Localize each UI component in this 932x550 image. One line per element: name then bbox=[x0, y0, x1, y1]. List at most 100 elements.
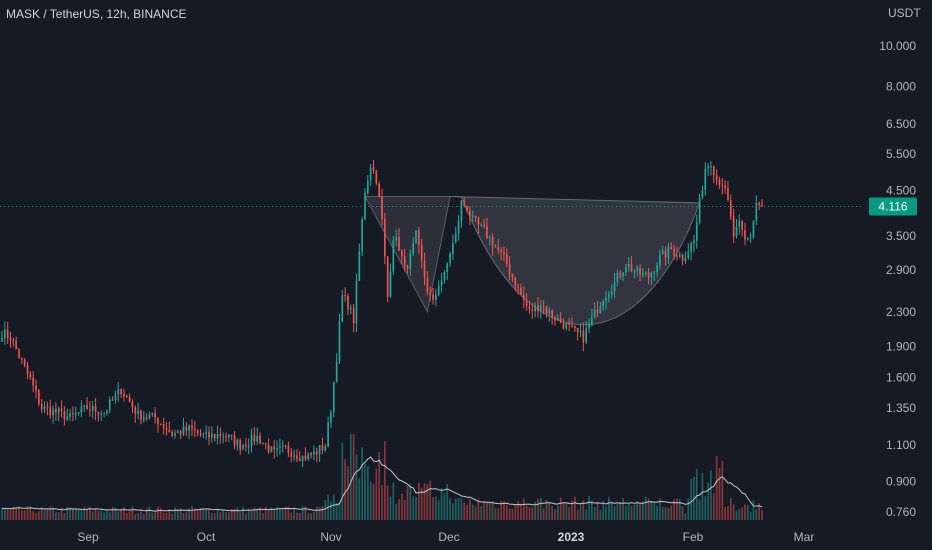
time-axis: Sep Oct Nov Dec 2023 Feb Mar bbox=[77, 530, 814, 544]
volume-bar bbox=[446, 484, 449, 520]
volume-bar bbox=[165, 513, 168, 520]
price-tick-label: 1.600 bbox=[886, 370, 916, 384]
candle-body bbox=[347, 295, 349, 310]
volume-bar bbox=[202, 508, 205, 520]
volume-bar bbox=[18, 506, 20, 520]
volume-bar bbox=[582, 500, 585, 520]
volume-bar bbox=[154, 512, 156, 520]
candle-body bbox=[3, 329, 6, 339]
candle-body bbox=[545, 306, 548, 314]
price-tick-label: 0.900 bbox=[886, 474, 916, 488]
time-tick-label: Dec bbox=[438, 530, 459, 544]
candle-body bbox=[616, 273, 619, 282]
volume-bar bbox=[420, 487, 423, 520]
candle-body bbox=[80, 406, 83, 413]
candle-body bbox=[452, 242, 454, 254]
volume-bar bbox=[460, 498, 463, 520]
volume-bar bbox=[32, 511, 35, 520]
volume-bar bbox=[287, 507, 290, 520]
volume-bar bbox=[403, 499, 406, 520]
candle-body bbox=[270, 446, 273, 453]
volume-bar bbox=[616, 503, 619, 520]
volume-bar bbox=[137, 512, 139, 520]
volume-bar bbox=[625, 505, 627, 520]
candle-body bbox=[701, 189, 704, 198]
volume-bar bbox=[63, 513, 66, 520]
candle-body bbox=[684, 258, 687, 262]
candle-body bbox=[582, 330, 585, 343]
candle-body bbox=[460, 200, 463, 222]
candle-body bbox=[89, 409, 91, 411]
candle-body bbox=[508, 263, 511, 274]
volume-bar bbox=[114, 507, 117, 520]
candle-body bbox=[619, 273, 622, 277]
candle-body bbox=[534, 305, 536, 312]
volume-bar bbox=[199, 507, 202, 520]
volume-bar bbox=[511, 509, 514, 520]
candle-body bbox=[531, 308, 534, 312]
candle-body bbox=[693, 240, 695, 244]
price-tick-label: 1.900 bbox=[886, 339, 916, 353]
volume-bar bbox=[338, 502, 341, 520]
candle-body bbox=[335, 361, 338, 383]
chart-title: MASK / TetherUS, 12h, BINANCE bbox=[6, 7, 187, 21]
volume-bar bbox=[242, 506, 244, 520]
candle-body bbox=[457, 221, 460, 234]
volume-bar bbox=[301, 506, 304, 520]
candle-body bbox=[440, 280, 443, 286]
volume-bar bbox=[293, 508, 295, 520]
volume-bar bbox=[525, 505, 528, 520]
volume-bar bbox=[687, 498, 690, 520]
volume-bar bbox=[182, 512, 185, 520]
candle-body bbox=[551, 310, 553, 319]
volume-bar bbox=[1, 508, 3, 520]
volume-bar bbox=[735, 510, 738, 520]
volume-bar bbox=[77, 509, 80, 520]
candle-body bbox=[46, 406, 49, 408]
candle-body bbox=[401, 250, 403, 257]
volume-bar bbox=[593, 506, 596, 520]
candle-body bbox=[375, 170, 378, 184]
candle-body bbox=[250, 434, 253, 446]
volume-bar bbox=[381, 485, 383, 520]
volume-bar bbox=[588, 496, 590, 520]
candle-body bbox=[49, 407, 52, 416]
candle-body bbox=[91, 405, 94, 411]
price-tick-label: 8.000 bbox=[886, 79, 916, 93]
volume-bar bbox=[664, 506, 667, 520]
volume-bar bbox=[378, 452, 381, 520]
volume-bar bbox=[29, 506, 32, 520]
candle-body bbox=[605, 297, 607, 302]
candle-body bbox=[659, 254, 661, 266]
candle-body bbox=[505, 254, 508, 264]
candle-body bbox=[420, 244, 423, 261]
candle-body bbox=[125, 395, 128, 398]
volume-bar bbox=[55, 512, 57, 520]
candle-body bbox=[171, 432, 173, 436]
volume-bar bbox=[406, 485, 409, 520]
volume-bar bbox=[191, 506, 193, 520]
volume-bar bbox=[701, 472, 704, 520]
candle-body bbox=[287, 445, 290, 453]
price-axis: USDT 10.000 8.000 6.500 5.500 4.500 3.500 2.900… bbox=[869, 6, 921, 519]
volume-bar bbox=[372, 483, 375, 520]
volume-bar bbox=[721, 460, 724, 520]
volume-bar bbox=[12, 506, 15, 520]
volume-bar bbox=[259, 507, 261, 520]
volume-bar bbox=[613, 506, 616, 520]
candle-body bbox=[435, 294, 437, 300]
volume-bar bbox=[494, 507, 497, 520]
candle-body bbox=[245, 444, 247, 447]
candle-body bbox=[687, 251, 690, 259]
price-tick-label: 10.000 bbox=[879, 39, 916, 53]
volume-bar bbox=[3, 508, 6, 520]
volume-bar bbox=[486, 502, 488, 520]
volume-bar bbox=[639, 502, 641, 520]
candle-body bbox=[162, 424, 165, 429]
candle-body bbox=[599, 306, 602, 314]
volume-bar bbox=[661, 506, 664, 520]
volume-bar bbox=[596, 502, 599, 520]
candle-body bbox=[151, 412, 154, 416]
candle-body bbox=[695, 222, 698, 241]
